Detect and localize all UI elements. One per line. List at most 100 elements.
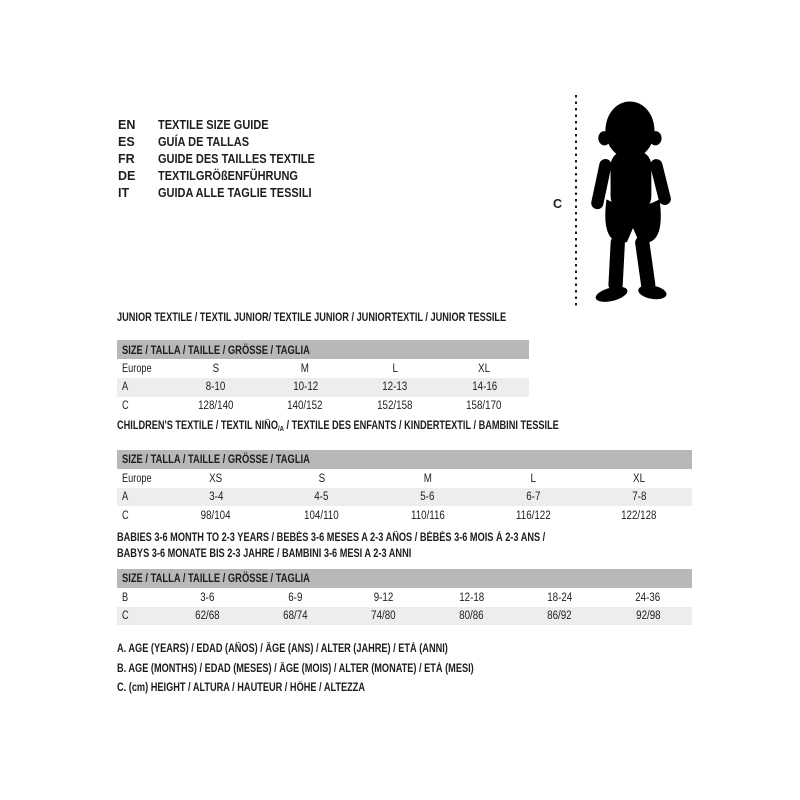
age-cell: 5-6 bbox=[375, 491, 481, 503]
age-cell: 12-18 bbox=[428, 592, 516, 604]
height-cell: 110/116 bbox=[375, 510, 481, 522]
row-label: A bbox=[117, 381, 171, 393]
junior-table-title: JUNIOR TEXTILE / TEXTIL JUNIOR/ TEXTILE … bbox=[117, 312, 692, 325]
toddler-silhouette-icon bbox=[591, 101, 671, 302]
height-value: 140/152 bbox=[287, 399, 323, 412]
table-row-height: C 98/104 104/110 110/116 116/122 122/128 bbox=[117, 506, 692, 524]
size-value: XL bbox=[633, 473, 646, 486]
size-cell: M bbox=[261, 363, 351, 375]
age-cell: 12-13 bbox=[350, 381, 440, 393]
babies-table-title: BABIES 3-6 MONTH TO 2-3 YEARS / BEBÉS 3-… bbox=[117, 530, 692, 563]
row-label-text: A bbox=[122, 381, 129, 394]
height-value: 152/158 bbox=[377, 399, 413, 412]
babies-title-line2: BABYS 3-6 MONATE BIS 2-3 JAHRE / BAMBINI… bbox=[117, 548, 412, 561]
size-cell: M bbox=[375, 473, 481, 485]
size-cell: XS bbox=[163, 473, 269, 485]
size-header-band: SIZE / TALLA / TAILLE / GRÖSSE / TAGLIA bbox=[117, 340, 529, 359]
note-c-text: C. (cm) HEIGHT / ALTURA / HAUTEUR / HÖHE… bbox=[117, 682, 366, 695]
size-cell: XL bbox=[440, 363, 530, 375]
age-value: 6-7 bbox=[526, 491, 541, 504]
height-measure-line bbox=[575, 95, 577, 309]
age-value: 18-24 bbox=[547, 591, 573, 604]
legend-row-fr: FR GUIDE DES TAILLES TEXTILE bbox=[118, 150, 336, 167]
legend-row-de: DE TEXTILGRÖßENFÜHRUNG bbox=[118, 167, 336, 184]
size-value: L bbox=[392, 363, 398, 376]
size-cell: L bbox=[350, 363, 440, 375]
size-value: M bbox=[423, 473, 432, 486]
height-cell: 86/92 bbox=[516, 610, 604, 622]
age-cell: 24-36 bbox=[604, 592, 692, 604]
row-label-text: C bbox=[122, 399, 129, 412]
height-cell: 98/104 bbox=[163, 510, 269, 522]
size-value: S bbox=[318, 473, 325, 486]
height-value: 86/92 bbox=[547, 610, 572, 623]
height-value: 92/98 bbox=[635, 610, 661, 623]
legend-code: IT bbox=[118, 185, 130, 200]
row-label: B bbox=[117, 592, 163, 604]
size-header-band: SIZE / TALLA / TAILLE / GRÖSSE / TAGLIA bbox=[117, 449, 692, 469]
note-a: A. AGE (YEARS) / EDAD (AÑOS) / ÂGE (ANS)… bbox=[117, 640, 692, 660]
height-cell: 158/170 bbox=[440, 400, 530, 412]
legend-code: ES bbox=[118, 134, 135, 149]
age-cell: 14-16 bbox=[440, 381, 530, 393]
height-cell: 62/68 bbox=[163, 610, 251, 622]
age-value: 10-12 bbox=[292, 381, 318, 394]
children-size-table: SIZE / TALLA / TAILLE / GRÖSSE / TAGLIA … bbox=[117, 449, 692, 525]
row-label-text: A bbox=[122, 491, 129, 504]
height-cell: 74/80 bbox=[339, 610, 427, 622]
age-cell: 3-6 bbox=[163, 592, 251, 604]
table-row-height: C 128/140 140/152 152/158 158/170 bbox=[117, 397, 529, 415]
size-header-label: SIZE / TALLA / TAILLE / GRÖSSE / TAGLIA bbox=[122, 342, 310, 357]
age-cell: 9-12 bbox=[339, 592, 427, 604]
size-header-label: SIZE / TALLA / TAILLE / GRÖSSE / TAGLIA bbox=[122, 571, 310, 586]
legend-code: FR bbox=[118, 151, 135, 166]
children-title-post: / TEXTILE DES ENFANTS / KINDERTEXTIL / B… bbox=[283, 419, 559, 432]
children-table-title-text: CHILDREN'S TEXTILE / TEXTIL NIÑO/A / TEX… bbox=[117, 420, 559, 435]
row-label-text: C bbox=[122, 610, 129, 623]
height-value: 104/110 bbox=[304, 509, 339, 522]
age-cell: 8-10 bbox=[171, 381, 261, 393]
age-cell: 7-8 bbox=[586, 491, 692, 503]
table-row-age: A 3-4 4-5 5-6 6-7 7-8 bbox=[117, 488, 692, 507]
legend-row-it: IT GUIDA ALLE TAGLIE TESSILI bbox=[118, 184, 336, 201]
legend-label: TEXTILGRÖßENFÜHRUNG bbox=[158, 168, 298, 183]
height-value: 68/74 bbox=[283, 610, 308, 623]
babies-title-line1: BABIES 3-6 MONTH TO 2-3 YEARS / BEBÉS 3-… bbox=[117, 531, 546, 544]
age-value: 9-12 bbox=[373, 591, 394, 604]
row-label: C bbox=[117, 610, 163, 622]
age-value: 12-13 bbox=[382, 381, 408, 394]
height-cell: 92/98 bbox=[604, 610, 692, 622]
babies-size-table: SIZE / TALLA / TAILLE / GRÖSSE / TAGLIA … bbox=[117, 568, 692, 626]
height-value: 128/140 bbox=[198, 399, 234, 412]
age-cell: 3-4 bbox=[163, 491, 269, 503]
height-cell: 140/152 bbox=[261, 400, 351, 412]
age-value: 12-18 bbox=[459, 591, 485, 604]
children-table-title: CHILDREN'S TEXTILE / TEXTIL NIÑO/A / TEX… bbox=[117, 420, 692, 435]
size-header-band: SIZE / TALLA / TAILLE / GRÖSSE / TAGLIA bbox=[117, 568, 692, 588]
height-value: 62/68 bbox=[194, 610, 220, 623]
age-cell: 6-7 bbox=[480, 491, 586, 503]
size-cell: S bbox=[269, 473, 375, 485]
junior-size-table: SIZE / TALLA / TAILLE / GRÖSSE / TAGLIA … bbox=[117, 340, 692, 415]
note-b: B. AGE (MONTHS) / EDAD (MESES) / ÂGE (MO… bbox=[117, 660, 692, 680]
age-value: 6-9 bbox=[288, 591, 303, 604]
row-label-text: Europe bbox=[122, 363, 152, 376]
children-title-subscript: /A bbox=[277, 423, 284, 433]
size-value: XS bbox=[209, 473, 223, 486]
row-label: Europe bbox=[117, 363, 171, 375]
table-row-height: C 62/68 68/74 74/80 80/86 86/92 92/98 bbox=[117, 607, 692, 626]
age-value: 3-4 bbox=[208, 491, 223, 504]
age-value: 4-5 bbox=[314, 491, 329, 504]
age-value: 7-8 bbox=[632, 491, 647, 504]
size-cell: S bbox=[171, 363, 261, 375]
height-measure-label: C bbox=[553, 197, 563, 211]
note-c: C. (cm) HEIGHT / ALTURA / HAUTEUR / HÖHE… bbox=[117, 679, 692, 699]
age-value: 5-6 bbox=[420, 491, 435, 504]
age-value: 8-10 bbox=[205, 381, 226, 394]
legend-code: EN bbox=[118, 117, 136, 132]
legend-label: GUIDE DES TAILLES TEXTILE bbox=[158, 151, 315, 166]
size-value: S bbox=[212, 363, 220, 376]
age-cell: 10-12 bbox=[261, 381, 351, 393]
height-cell: 122/128 bbox=[586, 510, 692, 522]
